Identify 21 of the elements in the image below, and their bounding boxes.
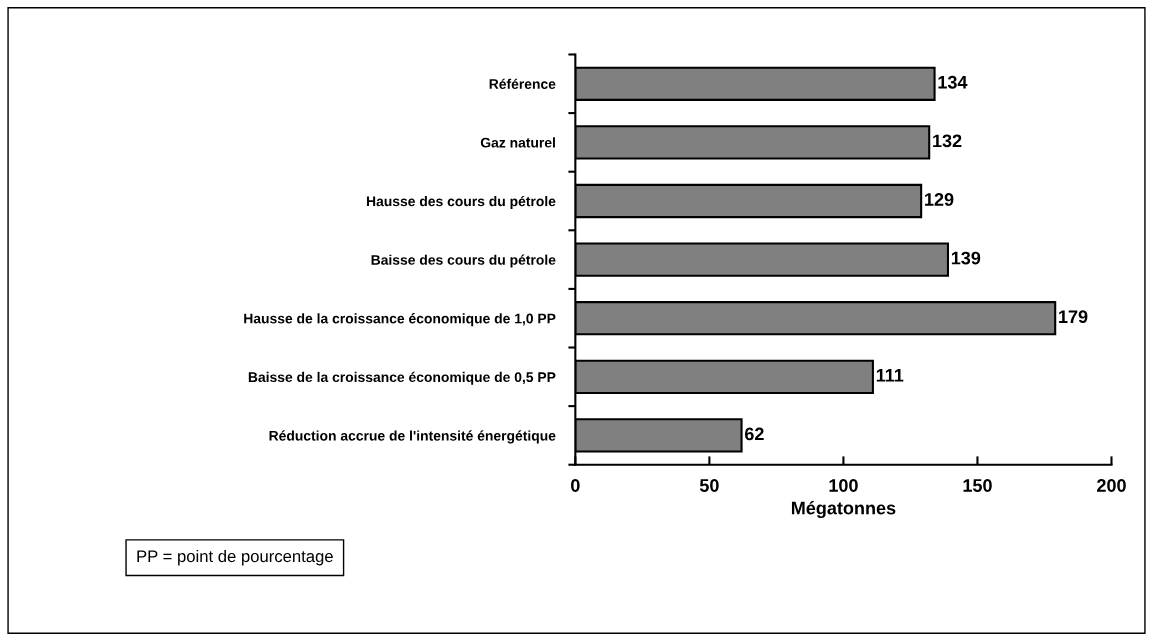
x-tick-label: 50	[699, 479, 719, 492]
data-label: 179	[1059, 310, 1088, 324]
x-axis-title: Mégatonnes	[791, 501, 896, 519]
data-label: 134	[938, 75, 968, 89]
data-label: 62	[744, 427, 764, 441]
y-tick-label: Baisse des cours du pétrole	[371, 254, 556, 268]
y-tick-label: Référence	[489, 78, 556, 89]
text: PP = point de pourcentage	[137, 549, 333, 566]
x-tick-label: 100	[829, 479, 858, 492]
y-tick-label: Baisse de la croissance économique de 0,5 PP	[248, 371, 556, 385]
y-tick-label: Hausse des cours du pétrole	[366, 195, 556, 209]
y-tick-label: Gaz naturel	[480, 137, 555, 148]
y-tick-label: Hausse de la croissance économique de 1,0 PP	[244, 313, 556, 327]
x-tick-label: 0	[571, 479, 580, 492]
x-tick-label: 150	[963, 479, 992, 492]
data-label: 129	[925, 193, 954, 206]
y-tick-label: Réduction accrue de l'intensité énergétique	[269, 430, 556, 444]
x-tick-label: 200	[1097, 479, 1126, 492]
data-label: 139	[951, 251, 981, 265]
data-label: 132	[933, 134, 962, 148]
data-label: 111	[876, 369, 904, 382]
